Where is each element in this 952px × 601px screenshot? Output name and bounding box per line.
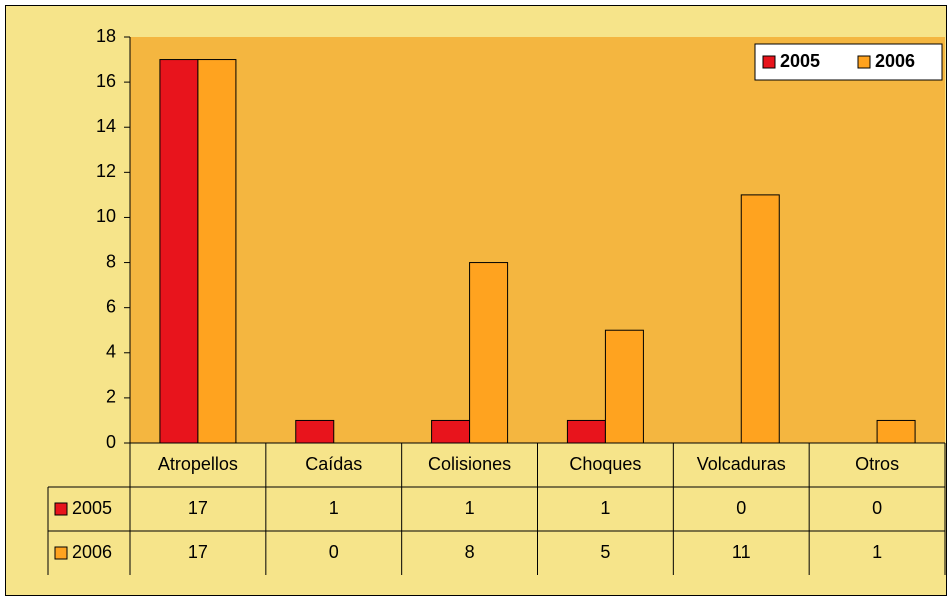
table-legend-label: 2005 xyxy=(72,498,112,518)
bar xyxy=(566,419,606,444)
legend-key xyxy=(857,55,871,69)
table-legend-key xyxy=(54,502,68,516)
x-tick-label: Caídas xyxy=(305,454,362,474)
legend-label: 2006 xyxy=(875,51,915,71)
y-tick-label: 0 xyxy=(106,432,116,452)
table-cell: 1 xyxy=(872,542,882,562)
y-tick-label: 4 xyxy=(106,342,116,362)
bar xyxy=(740,194,780,444)
bar xyxy=(197,59,237,444)
legend-key xyxy=(762,55,776,69)
y-tick-label: 14 xyxy=(96,116,116,136)
bar xyxy=(876,419,916,444)
y-tick-label: 12 xyxy=(96,161,116,181)
table-cell: 0 xyxy=(736,498,746,518)
legend-box xyxy=(754,43,943,81)
table-cell: 17 xyxy=(188,542,208,562)
table-cell: 0 xyxy=(329,542,339,562)
x-tick-label: Atropellos xyxy=(158,454,238,474)
table-legend-key xyxy=(54,546,68,560)
legend-label: 2005 xyxy=(780,51,820,71)
table-cell: 0 xyxy=(872,498,882,518)
table-cell: 11 xyxy=(732,542,751,562)
x-tick-label: Volcaduras xyxy=(697,454,786,474)
y-tick-label: 8 xyxy=(106,251,116,271)
table-cell: 1 xyxy=(600,498,610,518)
x-tick-label: Colisiones xyxy=(428,454,511,474)
y-tick-label: 10 xyxy=(96,206,116,226)
table-cell: 5 xyxy=(600,542,610,562)
bar xyxy=(469,262,509,444)
table-cell: 1 xyxy=(465,498,475,518)
x-tick-label: Otros xyxy=(855,454,899,474)
bar xyxy=(431,419,471,444)
y-tick-label: 18 xyxy=(96,26,116,46)
bar xyxy=(604,329,644,444)
table-cell: 8 xyxy=(465,542,475,562)
plot-area xyxy=(130,37,945,443)
table-legend-label: 2006 xyxy=(72,542,112,562)
y-tick-label: 6 xyxy=(106,296,116,316)
y-tick-label: 16 xyxy=(96,71,116,91)
table-cell: 1 xyxy=(329,498,339,518)
x-tick-label: Choques xyxy=(569,454,641,474)
table-cell: 17 xyxy=(188,498,208,518)
y-tick-label: 2 xyxy=(106,387,116,407)
bar xyxy=(159,59,199,444)
bar xyxy=(295,419,335,444)
